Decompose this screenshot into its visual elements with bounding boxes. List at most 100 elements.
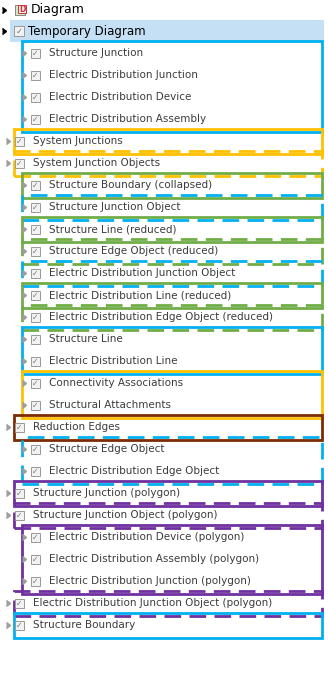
Text: Structure Junction (polygon): Structure Junction (polygon) — [33, 488, 180, 498]
Bar — [31, 49, 39, 58]
Text: ✓: ✓ — [16, 136, 22, 145]
Text: Electric Distribution Edge Object: Electric Distribution Edge Object — [49, 466, 219, 476]
Bar — [31, 335, 39, 344]
Text: D: D — [19, 6, 25, 15]
Bar — [22, 194, 322, 219]
Text: Diagram: Diagram — [31, 3, 85, 17]
Bar — [22, 283, 322, 308]
Bar — [14, 415, 322, 439]
Bar — [22, 260, 322, 285]
Text: Structure Edge Object (reduced): Structure Edge Object (reduced) — [49, 246, 218, 256]
Bar — [14, 26, 24, 36]
Bar — [14, 129, 322, 154]
Bar — [22, 370, 322, 418]
Text: Structure Edge Object: Structure Edge Object — [49, 444, 165, 454]
Bar — [31, 246, 39, 255]
Text: ✓: ✓ — [32, 93, 38, 102]
Text: ✓: ✓ — [32, 70, 38, 79]
Bar — [14, 503, 322, 528]
Text: ✓: ✓ — [32, 246, 38, 255]
Text: ✓: ✓ — [32, 180, 38, 189]
Bar — [31, 115, 39, 123]
Text: ✓: ✓ — [32, 445, 38, 454]
Text: ✓: ✓ — [32, 576, 38, 585]
Text: Electric Distribution Junction Object: Electric Distribution Junction Object — [49, 268, 235, 278]
Bar — [31, 555, 39, 564]
Bar — [31, 532, 39, 541]
Bar — [31, 70, 39, 79]
Text: ✓: ✓ — [32, 49, 38, 58]
Text: Structure Junction: Structure Junction — [49, 48, 143, 58]
Bar — [31, 313, 39, 322]
Bar — [31, 576, 39, 585]
Text: Electric Distribution Assembly: Electric Distribution Assembly — [49, 114, 206, 124]
Bar — [14, 422, 24, 432]
Text: ✓: ✓ — [32, 290, 38, 299]
Text: ✓: ✓ — [16, 510, 22, 519]
Text: Structure Junction Object: Structure Junction Object — [49, 202, 180, 212]
Text: Electric Distribution Line: Electric Distribution Line — [49, 356, 177, 366]
Text: Connectivity Associations: Connectivity Associations — [49, 378, 183, 388]
Text: Structural Attachments: Structural Attachments — [49, 400, 171, 410]
Bar — [14, 612, 322, 638]
Bar — [22, 216, 322, 242]
Bar — [31, 93, 39, 102]
Text: ✓: ✓ — [16, 159, 22, 168]
Text: Electric Distribution Junction Object (polygon): Electric Distribution Junction Object (p… — [33, 598, 272, 608]
Text: ✓: ✓ — [16, 422, 22, 432]
Text: ✓: ✓ — [16, 599, 22, 608]
Bar — [31, 225, 39, 233]
Text: Electric Distribution Device: Electric Distribution Device — [49, 92, 191, 102]
Text: Structure Line: Structure Line — [49, 334, 123, 344]
Bar — [14, 159, 24, 168]
Bar — [14, 136, 24, 145]
Text: ✓: ✓ — [32, 466, 38, 475]
Bar — [22, 326, 322, 374]
Bar — [14, 599, 24, 608]
Bar — [22, 436, 322, 484]
Text: Electric Distribution Device (polygon): Electric Distribution Device (polygon) — [49, 532, 244, 542]
Text: ✓: ✓ — [32, 400, 38, 409]
Text: Electric Distribution Assembly (polygon): Electric Distribution Assembly (polygon) — [49, 554, 259, 564]
Text: ✓: ✓ — [32, 269, 38, 278]
Bar — [14, 480, 322, 505]
Text: Reduction Edges: Reduction Edges — [33, 422, 120, 432]
Text: System Junction Objects: System Junction Objects — [33, 158, 160, 168]
Text: Electric Distribution Line (reduced): Electric Distribution Line (reduced) — [49, 290, 231, 300]
Bar — [15, 5, 25, 15]
Text: ✓: ✓ — [32, 532, 38, 541]
Bar — [14, 621, 24, 629]
Bar — [31, 203, 39, 212]
Bar — [14, 150, 322, 175]
Bar — [14, 590, 322, 615]
Bar — [22, 305, 322, 329]
Text: ✓: ✓ — [32, 203, 38, 212]
Text: ✓: ✓ — [32, 335, 38, 344]
Text: System Junctions: System Junctions — [33, 136, 123, 146]
Bar — [22, 173, 322, 198]
Text: ✓: ✓ — [32, 115, 38, 123]
Bar — [31, 445, 39, 454]
Bar — [10, 20, 324, 42]
Bar — [31, 466, 39, 475]
Text: Temporary Diagram: Temporary Diagram — [28, 24, 146, 38]
Text: ✓: ✓ — [32, 379, 38, 388]
Text: ✓: ✓ — [16, 489, 22, 498]
Bar — [14, 489, 24, 498]
Bar — [31, 379, 39, 388]
Text: Structure Boundary (collapsed): Structure Boundary (collapsed) — [49, 180, 212, 190]
Bar — [31, 180, 39, 189]
Text: Structure Boundary: Structure Boundary — [33, 620, 135, 630]
Text: Electric Distribution Junction (polygon): Electric Distribution Junction (polygon) — [49, 576, 251, 586]
Text: ✓: ✓ — [32, 555, 38, 564]
Text: Electric Distribution Junction: Electric Distribution Junction — [49, 70, 198, 80]
Text: ✓: ✓ — [16, 621, 22, 629]
Text: Structure Junction Object (polygon): Structure Junction Object (polygon) — [33, 510, 217, 520]
Text: Electric Distribution Edge Object (reduced): Electric Distribution Edge Object (reduc… — [49, 312, 273, 322]
Text: ✓: ✓ — [32, 225, 38, 233]
Text: ✓: ✓ — [32, 313, 38, 322]
Bar — [22, 239, 322, 264]
Text: Structure Line (reduced): Structure Line (reduced) — [49, 224, 176, 234]
Bar — [31, 290, 39, 299]
Bar — [22, 525, 322, 594]
